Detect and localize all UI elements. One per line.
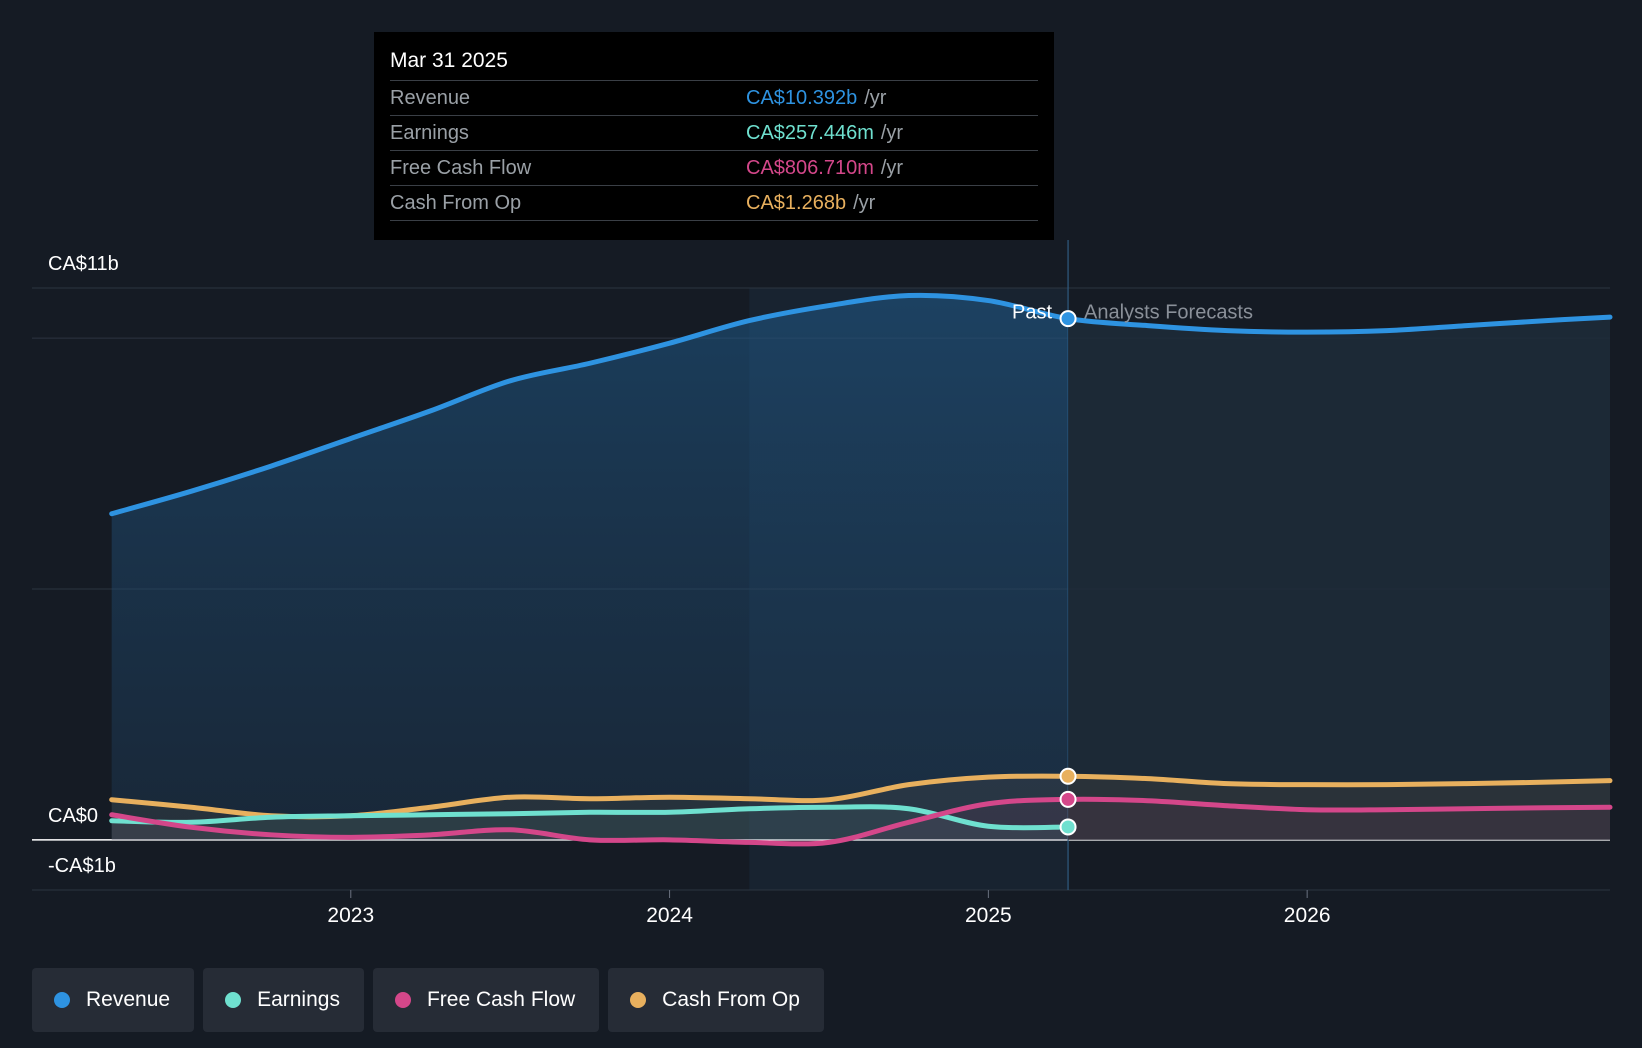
- legend-label: Free Cash Flow: [426, 988, 576, 1011]
- legend-dot-icon: [394, 992, 411, 1008]
- legend-item-earnings[interactable]: Earnings: [203, 968, 364, 1032]
- y-axis-label: CA$0: [48, 805, 98, 827]
- legend-label: Revenue: [86, 988, 171, 1011]
- legend-item-free-cash-flow[interactable]: Free Cash Flow: [372, 968, 600, 1032]
- x-axis-label: 2025: [965, 904, 1012, 927]
- cash-from-op-point: [1059, 767, 1077, 785]
- x-axis-label: 2024: [646, 904, 693, 927]
- x-axis-label: 2026: [1284, 904, 1331, 927]
- legend-item-cash-from-op[interactable]: Cash From Op: [608, 968, 824, 1032]
- tooltip-row-label: Revenue: [390, 87, 471, 109]
- revenue-point: [1059, 310, 1077, 328]
- tooltip-row: Revenue CA$10.392b/yr: [390, 81, 1038, 116]
- past-label: Past: [1012, 302, 1052, 324]
- tooltip-row-value: CA$10.392b: [746, 87, 858, 109]
- tooltip-row-unit: /yr: [853, 192, 876, 214]
- free-cash-flow-point: [1059, 790, 1077, 808]
- legend: Revenue Earnings Free Cash Flow Cash From O…: [32, 968, 824, 1032]
- tooltip-row-label: Free Cash Flow: [390, 157, 532, 179]
- tooltip-date: Mar 31 2025: [390, 46, 1038, 81]
- tooltip-row-unit: /yr: [864, 87, 887, 109]
- earnings-area: [111, 806, 1069, 840]
- y-axis-label: CA$11b: [48, 253, 119, 275]
- legend-dot-icon: [630, 992, 647, 1008]
- tooltip-row-value: CA$257.446m: [746, 122, 874, 144]
- tooltip: Mar 31 2025 Revenue CA$10.392b/yr Earnings…: [374, 32, 1054, 240]
- tooltip-row-unit: /yr: [880, 122, 904, 144]
- revenue-area-past: [111, 295, 1069, 840]
- tooltip-row-value: CA$806.710m: [746, 157, 874, 179]
- tooltip-row-label: Earnings: [390, 122, 469, 144]
- forecast-label: Analysts Forecasts: [1084, 302, 1253, 324]
- revenue-area-forecast: [1068, 317, 1610, 840]
- tooltip-row: Cash From Op CA$1.268b/yr: [390, 186, 1038, 221]
- tooltip-row: Earnings CA$257.446m/yr: [390, 116, 1038, 151]
- tooltip-row: Free Cash Flow CA$806.710m/yr: [390, 151, 1038, 186]
- tooltip-row-value: CA$1.268b: [746, 192, 847, 214]
- revenue-line: [109, 292, 1613, 517]
- legend-label: Cash From Op: [662, 988, 800, 1011]
- legend-item-revenue[interactable]: Revenue: [32, 968, 195, 1032]
- legend-dot-icon: [54, 992, 70, 1008]
- earnings-point: [1059, 818, 1077, 836]
- earnings-line: [109, 804, 1071, 831]
- free-cash-flow-line: [109, 796, 1613, 847]
- legend-label: Earnings: [257, 988, 340, 1011]
- tooltip-row-unit: /yr: [880, 157, 904, 179]
- tooltip-row-label: Cash From Op: [390, 192, 522, 214]
- x-axis-label: 2023: [327, 904, 374, 927]
- y-axis-label: -CA$1b: [48, 855, 116, 877]
- legend-dot-icon: [225, 992, 242, 1008]
